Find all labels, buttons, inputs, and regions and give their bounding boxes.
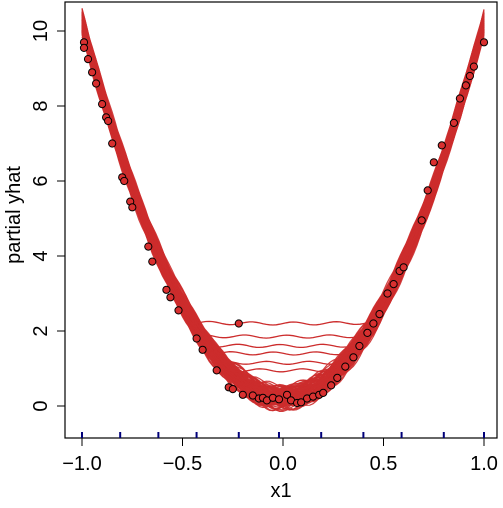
observation-point [449,118,458,128]
observation-point [282,390,292,399]
observation-point [297,398,306,407]
observation-point [399,263,408,272]
ice-curve-upper [81,30,485,373]
observation-point [238,390,247,399]
observation-point [469,62,478,71]
observation-point [192,334,201,343]
observation-point [212,366,221,375]
observation-point [162,285,171,294]
observation-point [341,362,350,371]
y-axis: 0 2 4 6 8 10 [30,20,65,412]
observation-point [166,293,175,302]
y-axis-label: partial yhat [3,166,25,264]
observation-point [234,319,243,328]
x-tick-label: 1.0 [470,453,498,475]
y-tick-label: 2 [30,325,52,336]
y-tick-label: 8 [30,100,52,111]
observation-points [79,38,489,408]
observation-point [120,176,129,186]
observation-point [104,116,113,126]
y-tick-label: 6 [30,175,52,186]
observation-point [461,81,470,90]
observation-point [333,373,342,382]
ice-curve [81,23,485,397]
x-tick-label: 0.5 [370,453,398,475]
x-tick-label: 0.0 [269,453,297,475]
observation-point [274,395,284,404]
ice-curve [81,9,485,390]
ice-curve-upper [81,30,485,365]
observation-point [437,141,446,150]
observation-point [228,385,237,394]
observation-point [79,43,89,53]
observation-point [144,242,153,251]
y-tick-label: 0 [30,400,52,411]
ice-curve [81,22,485,407]
ice-curve-upper [81,29,485,356]
observation-point [355,341,364,351]
observation-point [92,79,101,88]
observation-point [198,345,207,354]
observation-point [88,68,97,77]
y-tick-label: 4 [30,250,52,261]
ice-curves [81,8,485,412]
observation-point [363,328,372,337]
ice-curve [81,8,485,392]
x-tick-label: −1.0 [62,453,101,475]
ice-curve [81,13,485,398]
rug-marks [81,432,485,438]
observation-point [128,203,137,212]
observation-point [383,289,392,298]
observation-point [319,388,328,397]
observation-point [98,100,107,109]
observation-point [479,38,489,47]
observation-point [108,139,117,148]
observation-point [389,280,398,289]
observation-point [429,158,438,167]
observation-point [327,381,336,390]
ice-curve [81,8,485,390]
observation-point [465,71,474,81]
observation-point [83,55,93,64]
observation-point [349,353,358,362]
plot-frame [64,1,498,439]
observation-point [375,310,384,319]
observation-point [369,319,378,328]
x-axis: −1.0 −0.5 0.0 0.5 1.0 [62,438,498,475]
observation-point [455,94,464,103]
y-tick-label: 10 [30,20,52,42]
observation-point [174,306,183,315]
x-axis-label: x1 [270,480,291,502]
observation-point [148,257,157,266]
ice-curve-upper [81,29,485,339]
ice-curve [81,15,485,394]
x-tick-label: −0.5 [163,453,202,475]
ice-curve-upper [81,29,485,326]
ice-curve-upper [81,30,485,349]
observation-point [417,216,426,225]
observation-point [423,186,432,195]
